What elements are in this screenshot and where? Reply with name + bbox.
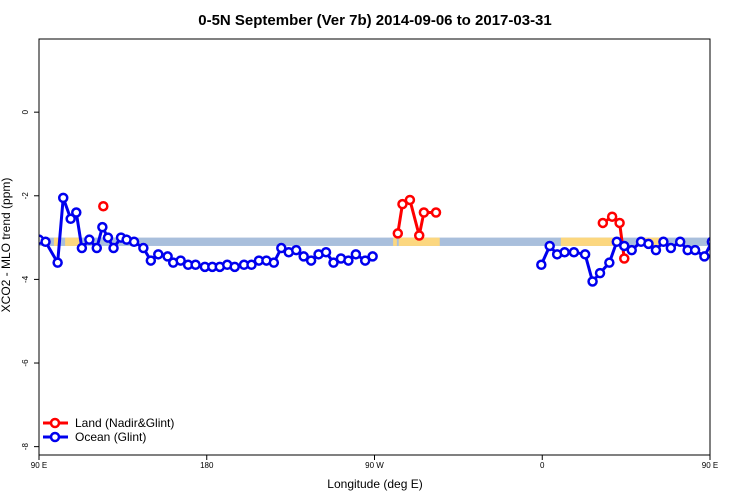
data-point-ocean: [97, 221, 108, 233]
data-point-ocean: [328, 257, 339, 268]
data-point-ocean: [290, 244, 302, 256]
data-point-ocean: [568, 246, 580, 258]
plot-inner: [39, 192, 747, 287]
data-point-ocean: [57, 192, 69, 204]
data-point-ocean: [674, 236, 686, 248]
data-point-ocean: [175, 255, 186, 266]
data-point-ocean: [320, 246, 332, 258]
x-tick-label: 90 E: [702, 461, 718, 470]
y-tick-label: 0: [21, 109, 30, 114]
data-point-ocean: [689, 244, 701, 256]
data-point-ocean: [738, 215, 746, 223]
data-point-ocean: [52, 257, 63, 268]
data-point-ocean: [162, 251, 173, 262]
data-point-ocean: [71, 207, 82, 218]
data-point-ocean: [611, 236, 623, 248]
data-point-land: [597, 217, 609, 229]
data-point-land: [606, 211, 618, 222]
data-point-ocean: [343, 255, 354, 266]
land-band-segment: [725, 238, 747, 246]
y-axis-title: XCO2 - MLO trend (ppm): [0, 178, 13, 313]
data-point-ocean: [102, 232, 114, 243]
data-point-ocean: [619, 240, 630, 252]
data-point-ocean: [350, 249, 362, 260]
data-point-ocean: [706, 236, 710, 247]
land-band-segment: [398, 237, 440, 246]
data-point-ocean: [699, 251, 710, 262]
y-tick-label: -2: [21, 192, 30, 200]
data-point-land: [404, 194, 416, 206]
data-point-ocean: [650, 244, 662, 256]
data-point-ocean: [658, 236, 669, 248]
data-point-ocean: [626, 244, 637, 256]
data-point-ocean: [367, 251, 378, 262]
legend: Land (Nadir&Glint) Ocean (Glint): [43, 416, 174, 444]
land-band-segment: [393, 237, 397, 246]
x-tick-label: 90 W: [365, 461, 384, 470]
legend-label-land: Land (Nadir&Glint): [75, 416, 174, 430]
data-point-ocean: [229, 261, 240, 273]
axes: 90 E 180 90 W 0 90 E 0 -2 -4 -6 -8: [21, 38, 718, 470]
land-band-segment: [53, 237, 60, 246]
data-point-ocean: [298, 251, 309, 262]
data-point-ocean: [305, 255, 317, 266]
y-tick-label: -4: [21, 275, 30, 283]
legend-label-ocean: Ocean (Glint): [75, 430, 146, 444]
data-point-land: [98, 200, 109, 212]
y-tick-label: -6: [21, 359, 30, 367]
data-point-land: [392, 228, 404, 239]
data-point-ocean: [268, 257, 280, 268]
land-band-segment: [65, 237, 81, 246]
legend-marker-ocean: [49, 431, 61, 443]
land-band-segment: [560, 237, 617, 246]
data-point-land: [430, 207, 442, 218]
x-axis-title: Longitude (deg E): [327, 477, 422, 491]
data-point-ocean: [65, 213, 76, 225]
x-tick-label: 0: [540, 461, 545, 470]
data-point-ocean: [579, 249, 591, 260]
legend-marker-land: [49, 417, 61, 429]
y-tick-label: -8: [21, 443, 30, 451]
data-point-ocean: [40, 236, 51, 248]
data-point-ocean: [190, 259, 201, 271]
data-point-ocean: [91, 242, 103, 254]
data-point-ocean: [723, 259, 731, 267]
data-point-ocean: [246, 259, 257, 271]
data-point-ocean: [604, 257, 615, 268]
data-point-land: [397, 198, 408, 210]
data-point-land: [413, 230, 425, 241]
data-point-ocean: [544, 240, 555, 252]
data-point-ocean: [536, 259, 547, 271]
data-point-ocean: [145, 255, 157, 266]
data-point-land: [418, 207, 430, 218]
data-point-ocean: [559, 246, 570, 258]
data-point-ocean: [665, 242, 677, 254]
data-point-ocean: [594, 267, 606, 279]
chart-title: 0-5N September (Ver 7b) 2014-09-06 to 20…: [198, 12, 552, 29]
data-point-land: [619, 253, 630, 264]
data-point-ocean: [84, 234, 95, 245]
x-tick-label: 180: [200, 461, 214, 470]
data-point-ocean: [108, 242, 119, 254]
data-point-ocean: [153, 249, 164, 260]
data-point-ocean: [128, 236, 140, 248]
data-point-ocean: [276, 242, 287, 254]
ocean-band: [39, 237, 710, 246]
plot-area: [39, 192, 747, 287]
data-point-land: [614, 217, 625, 229]
data-point-ocean: [587, 276, 598, 287]
data-point-ocean: [138, 242, 149, 254]
data-point-ocean: [730, 194, 738, 202]
data-point-ocean: [643, 238, 654, 250]
data-point-ocean: [715, 240, 723, 248]
x-tick-label: 90 E: [31, 461, 47, 470]
data-point-ocean: [359, 255, 371, 266]
data-point-ocean: [76, 242, 88, 254]
